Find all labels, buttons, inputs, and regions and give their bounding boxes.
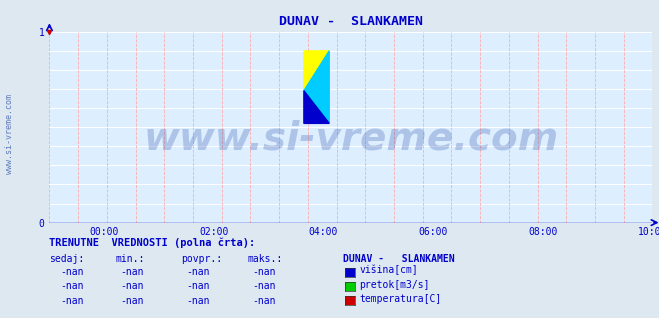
Text: -nan: -nan [120,281,144,291]
Text: temperatura[C]: temperatura[C] [359,294,442,304]
Text: -nan: -nan [61,281,84,291]
Text: -nan: -nan [61,267,84,277]
Text: sedaj:: sedaj: [49,254,84,264]
Text: DUNAV -   SLANKAMEN: DUNAV - SLANKAMEN [343,254,454,264]
Text: višina[cm]: višina[cm] [359,265,418,275]
Text: -nan: -nan [120,296,144,306]
Text: povpr.:: povpr.: [181,254,222,264]
Text: -nan: -nan [186,296,210,306]
Text: maks.:: maks.: [247,254,282,264]
Text: pretok[m3/s]: pretok[m3/s] [359,280,430,290]
Text: -nan: -nan [252,267,275,277]
Text: -nan: -nan [252,281,275,291]
Title: DUNAV -  SLANKAMEN: DUNAV - SLANKAMEN [279,15,423,28]
Polygon shape [304,51,330,91]
Text: -nan: -nan [61,296,84,306]
Text: -nan: -nan [186,267,210,277]
Text: TRENUTNE  VREDNOSTI (polna črta):: TRENUTNE VREDNOSTI (polna črta): [49,238,256,248]
Text: -nan: -nan [252,296,275,306]
Text: www.si-vreme.com: www.si-vreme.com [5,93,14,174]
Text: -nan: -nan [186,281,210,291]
Polygon shape [304,91,330,123]
Polygon shape [304,51,330,123]
Text: min.:: min.: [115,254,145,264]
Text: www.si-vreme.com: www.si-vreme.com [143,120,559,158]
Text: -nan: -nan [120,267,144,277]
